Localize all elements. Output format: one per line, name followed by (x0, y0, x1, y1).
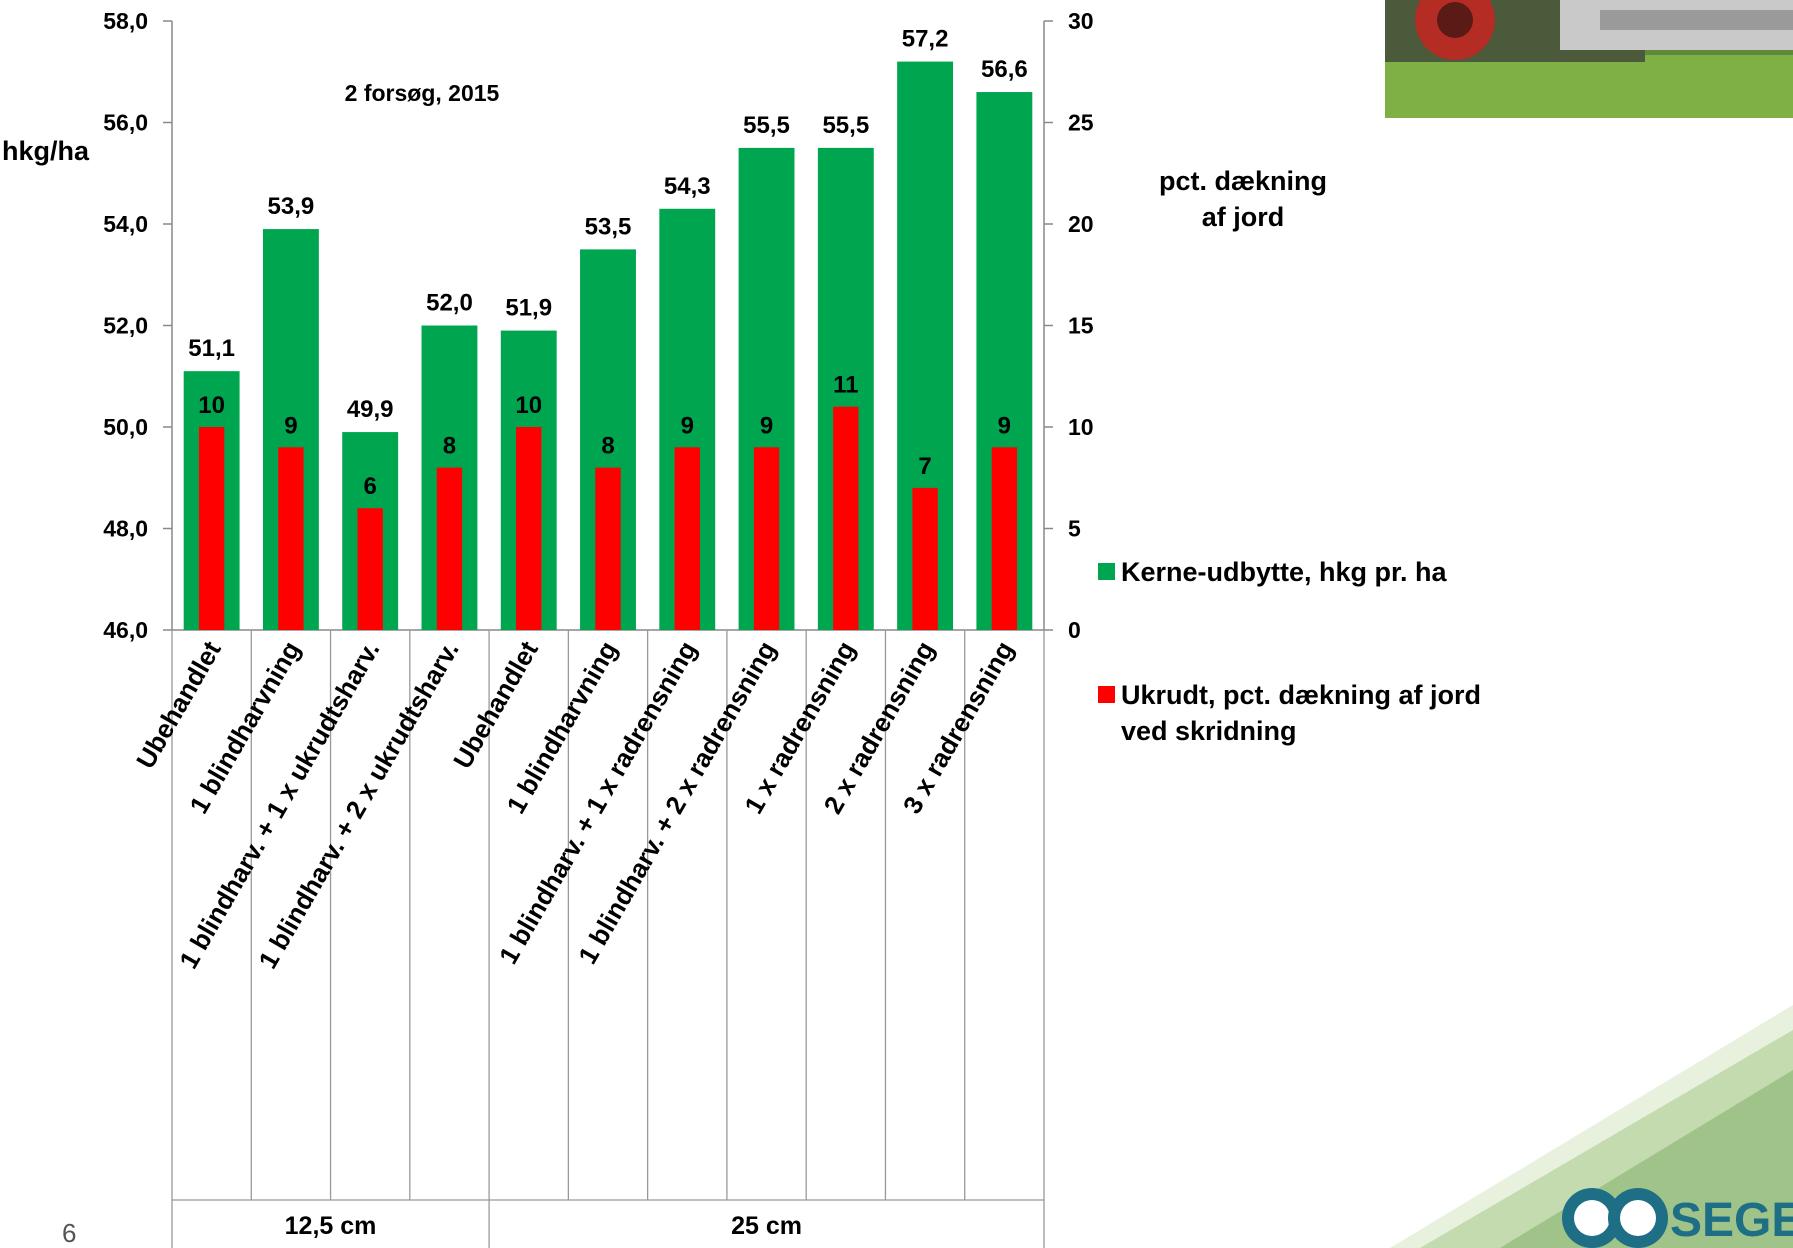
tractor-photo (1385, 0, 1793, 118)
bar-weed (833, 406, 859, 630)
data-label-weed: 11 (833, 372, 858, 399)
seges-logo-text: SEGES (1670, 1194, 1793, 1247)
series-weed-bars (198, 406, 1018, 630)
data-label-yield: 51,1 (188, 335, 235, 362)
bar-weed (991, 447, 1018, 630)
right-axis-ticks: 0 5 10 15 20 25 30 (1044, 8, 1094, 643)
legend-label-weed-line1: Ukrudt, pct. dækning af jord (1121, 680, 1481, 710)
right-tick-label: 30 (1068, 8, 1094, 34)
right-tick-label: 25 (1068, 110, 1094, 136)
left-tick-label: 48,0 (103, 516, 148, 542)
data-label-weed: 10 (198, 392, 225, 419)
data-label-weed: 9 (998, 412, 1011, 439)
y-axis-right-label-line2: af jord (1202, 202, 1285, 232)
left-tick-label: 54,0 (103, 211, 148, 237)
data-label-yield: 53,5 (585, 213, 632, 240)
data-label-yield: 49,9 (347, 396, 394, 423)
bar-weed (198, 427, 225, 630)
right-tick-label: 15 (1068, 313, 1094, 339)
y-axis-left-label: hkg/ha (2, 136, 90, 166)
legend-swatch-yield (1098, 563, 1115, 580)
series-weed-labels: 10 9 6 8 10 8 9 9 11 7 9 (198, 372, 1011, 501)
data-label-yield: 53,9 (268, 193, 315, 220)
group-label: 12,5 cm (285, 1212, 377, 1240)
data-label-weed: 7 (918, 453, 931, 480)
right-tick-label: 0 (1068, 617, 1081, 643)
seges-logo: SEGES (1390, 1005, 1793, 1248)
bar-weed (436, 467, 463, 630)
slide-number: 6 (62, 1218, 76, 1248)
bar-weed (516, 427, 542, 630)
series-yield-labels: 51,1 53,9 49,9 52,0 51,9 53,5 54,3 55,5 55,5 57,2… (188, 26, 1027, 423)
left-tick-label: 56,0 (103, 110, 148, 136)
data-label-weed: 8 (601, 433, 614, 460)
chart-title: 2 forsøg, 2015 (345, 80, 500, 106)
data-label-weed: 8 (443, 433, 456, 460)
data-label-weed: 10 (515, 392, 542, 419)
category-separators (171, 630, 1045, 1248)
bar-weed (674, 447, 700, 630)
data-label-weed: 9 (284, 412, 297, 439)
y-axis-right-label-line1: pct. dækning (1159, 166, 1327, 196)
left-tick-label: 46,0 (103, 617, 148, 643)
bar-weed (278, 447, 304, 630)
left-tick-label: 52,0 (103, 313, 148, 339)
bar-weed (595, 467, 621, 630)
legend-swatch-weed (1098, 686, 1115, 703)
data-label-yield: 56,6 (981, 56, 1028, 83)
right-tick-label: 5 (1068, 516, 1081, 542)
legend-label-weed-line2: ved skridning (1121, 716, 1297, 746)
data-label-weed: 9 (760, 412, 773, 439)
data-label-yield: 52,0 (426, 290, 473, 317)
bar-weed (753, 447, 780, 630)
left-tick-label: 50,0 (103, 414, 148, 440)
data-label-yield: 55,5 (822, 112, 869, 139)
data-label-yield: 55,5 (743, 112, 790, 139)
data-label-yield: 57,2 (902, 26, 949, 53)
group-labels: 12,5 cm 25 cm (285, 1212, 802, 1240)
right-tick-label: 10 (1068, 414, 1094, 440)
right-tick-label: 20 (1068, 211, 1094, 237)
bar-weed (357, 508, 383, 630)
data-label-weed: 6 (364, 473, 377, 500)
data-label-yield: 51,9 (505, 295, 552, 322)
group-label: 25 cm (731, 1212, 802, 1240)
left-tick-label: 58,0 (103, 8, 148, 34)
data-label-yield: 54,3 (664, 173, 711, 200)
data-label-weed: 9 (681, 412, 694, 439)
legend: Kerne-udbytte, hkg pr. ha Ukrudt, pct. d… (1098, 557, 1481, 746)
bar-weed (912, 487, 938, 630)
left-axis-ticks: 46,0 48,0 50,0 52,0 54,0 56,0 58,0 (103, 8, 172, 643)
legend-label-yield: Kerne-udbytte, hkg pr. ha (1121, 557, 1448, 587)
